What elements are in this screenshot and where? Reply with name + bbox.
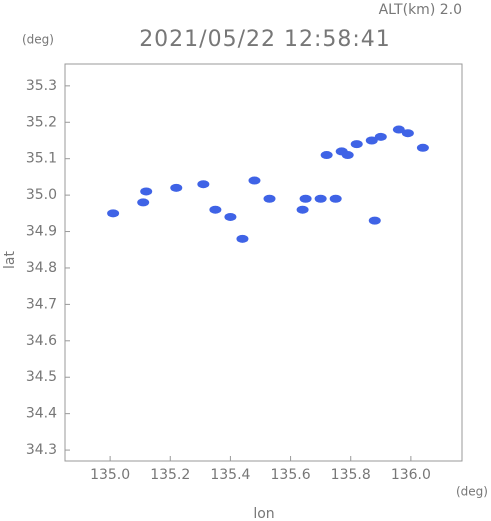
echo xyxy=(236,234,249,243)
x-unit: (deg) xyxy=(456,485,488,499)
x-tick-label: 135.4 xyxy=(210,467,250,483)
y-tick-label: 34.3 xyxy=(26,442,57,458)
echo xyxy=(320,151,333,160)
echo xyxy=(197,180,210,189)
x-tick-label: 136.0 xyxy=(391,467,431,483)
echo xyxy=(368,216,381,225)
y-unit: (deg) xyxy=(22,33,54,47)
echo xyxy=(374,132,387,141)
echo xyxy=(392,125,405,134)
y-tick-label: 34.8 xyxy=(26,260,57,276)
chart-title: 2021/05/22 12:58:41 xyxy=(139,27,391,52)
echo xyxy=(107,209,120,218)
x-tick-label: 135.6 xyxy=(271,467,311,483)
echo xyxy=(341,151,354,160)
y-tick-label: 35.3 xyxy=(26,78,57,94)
echo xyxy=(299,194,312,203)
y-tick-label: 34.5 xyxy=(26,369,57,385)
echo xyxy=(416,143,429,152)
echo xyxy=(248,176,261,185)
altitude-label: ALT(km) 2.0 xyxy=(379,2,462,18)
x-axis-label: lon xyxy=(253,506,274,521)
echo xyxy=(329,194,342,203)
echo xyxy=(170,183,183,192)
echo xyxy=(314,194,327,203)
y-tick-label: 34.9 xyxy=(26,224,57,240)
x-tick-label: 135.8 xyxy=(331,467,371,483)
y-tick-label: 34.7 xyxy=(26,296,57,312)
y-tick-label: 35.0 xyxy=(26,187,57,203)
echo xyxy=(224,212,237,221)
y-tick-label: 34.4 xyxy=(26,406,57,422)
plot-frame xyxy=(64,63,463,462)
y-tick-label: 35.1 xyxy=(26,151,57,167)
echo xyxy=(137,198,150,207)
y-axis-label: lat xyxy=(2,251,18,269)
y-tick-label: 35.2 xyxy=(26,114,57,130)
echo xyxy=(365,136,378,145)
y-tick-label: 34.6 xyxy=(26,333,57,349)
echo xyxy=(350,140,363,149)
echo xyxy=(296,205,309,214)
echo xyxy=(263,194,276,203)
x-tick-label: 135.2 xyxy=(150,467,190,483)
echo xyxy=(401,129,414,138)
echo xyxy=(140,187,153,196)
x-tick-label: 135.0 xyxy=(90,467,130,483)
echo xyxy=(209,205,222,214)
